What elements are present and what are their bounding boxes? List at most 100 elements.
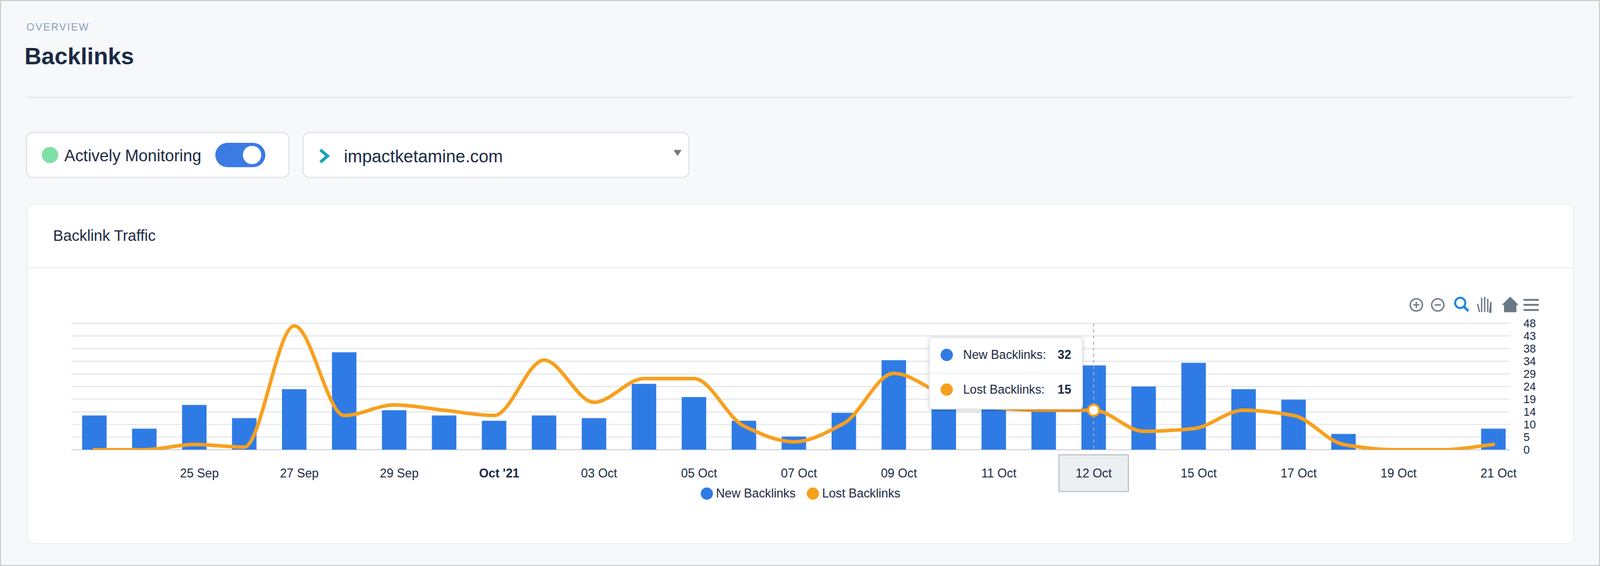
card-divider (27, 267, 1574, 269)
pan[interactable] (1477, 296, 1491, 312)
legend-marker (700, 487, 714, 500)
reset-zoom-icon (1501, 296, 1519, 312)
y-grid: 05101419242934384348 (71, 317, 1537, 457)
page: OVERVIEW Backlinks Actively Monitoring impa… (0, 0, 1600, 566)
hover-marker (1088, 404, 1100, 416)
bar (981, 404, 1006, 450)
x-tick-label: 09 Oct (880, 466, 917, 481)
x-tick-label: 15 Oct (1180, 466, 1217, 481)
x-tick-label: 17 Oct (1280, 466, 1317, 481)
bar (1031, 407, 1056, 450)
bar (531, 415, 556, 450)
y-tick-label: 43 (1523, 329, 1537, 343)
crosshair (1093, 323, 1095, 450)
zoom-out[interactable] (1431, 298, 1445, 311)
tooltip-value: 32 (1057, 347, 1072, 362)
x-axis: 25 Sep 27 Sep 29 Sep Oct '21 03 Oct 05 Oct 07 … (180, 454, 1518, 492)
status-dot (41, 147, 58, 164)
toggle-knob[interactable] (242, 145, 262, 165)
zoom-in-sign (1413, 301, 1420, 309)
grid-line (71, 347, 1511, 349)
bar (1131, 386, 1156, 450)
reset-zoom[interactable] (1501, 296, 1519, 312)
zoom-out-sign (1434, 304, 1441, 306)
y-tick-label: 24 (1523, 380, 1537, 394)
section-label: OVERVIEW (26, 21, 90, 33)
y-tick-label: 48 (1523, 317, 1537, 330)
bar (332, 352, 357, 450)
tooltip-box (929, 337, 1082, 409)
monitor-box (26, 132, 289, 178)
bar (1081, 365, 1106, 450)
menu[interactable] (1523, 299, 1539, 310)
chart-toolbar[interactable] (1410, 296, 1539, 312)
domain-text: impactketamine.com (344, 146, 504, 167)
x-tick-label: 29 Sep (379, 466, 419, 481)
crosshair-label-box (1058, 454, 1129, 492)
toggle-track[interactable] (215, 142, 266, 168)
y-tick-label: 14 (1523, 405, 1537, 419)
select-arrow (673, 149, 682, 156)
tooltip-marker (940, 348, 953, 362)
legend-marker (806, 487, 819, 500)
tooltip-label: Lost Backlinks: (962, 382, 1045, 397)
tooltip-marker (940, 383, 953, 396)
bar (1181, 362, 1206, 450)
bar (431, 415, 456, 450)
bar (82, 415, 107, 450)
line (94, 325, 1494, 450)
monitor-control[interactable]: Actively Monitoring (26, 132, 289, 178)
zoom-in[interactable] (1410, 298, 1423, 311)
bar (481, 420, 506, 450)
y-tick-label: 34 (1523, 355, 1537, 368)
monitor-label: Actively Monitoring (64, 146, 202, 165)
tooltip-label: New Backlinks: (962, 347, 1046, 362)
bar (132, 428, 157, 450)
y-tick-label: 0 (1523, 443, 1530, 457)
domain-icon (320, 149, 328, 162)
x-tick-label: 19 Oct (1380, 466, 1418, 481)
grid-line (71, 360, 1511, 362)
y-tick-label: 5 (1523, 431, 1530, 444)
chart-card (27, 203, 1574, 544)
plot-area (82, 325, 1506, 450)
x-tick-label: 07 Oct (781, 466, 818, 481)
y-tick-label: 29 (1523, 367, 1537, 381)
x-tick-label: Oct '21 (479, 466, 520, 481)
page-title: Backlinks (24, 43, 134, 70)
legend: New Backlinks Lost Backlinks (700, 486, 901, 501)
chart-title: Backlink Traffic (53, 227, 156, 245)
tooltip-divider (929, 372, 1082, 374)
bar (382, 410, 407, 450)
x-tick-label: 05 Oct (680, 466, 718, 481)
bar (281, 388, 307, 450)
y-tick-label: 38 (1523, 342, 1537, 356)
bar (931, 404, 956, 450)
tooltip: New Backlinks: 32 Lost Backlinks: 15 (929, 337, 1082, 409)
x-tick-label: 21 Oct (1480, 466, 1517, 481)
x-tick-label: 12 Oct (1075, 466, 1112, 481)
y-tick-label: 19 (1523, 393, 1537, 406)
domain-select[interactable]: impactketamine.com (303, 132, 689, 178)
tooltip-value: 15 (1057, 382, 1072, 397)
x-tick-label: 25 Sep (180, 466, 220, 481)
bar (631, 383, 657, 450)
bar (1281, 399, 1306, 450)
select-box[interactable] (303, 132, 689, 178)
grid-line (71, 322, 1511, 324)
legend-label: Lost Backlinks (822, 486, 901, 501)
y-tick-label: 10 (1523, 418, 1537, 432)
x-tick-label: 03 Oct (581, 466, 618, 481)
x-tick-label: 27 Sep (279, 466, 319, 481)
page-frame (0, 0, 1600, 566)
x-tick-label: 11 Oct (981, 466, 1017, 481)
grid-line (71, 385, 1511, 387)
bar (581, 417, 607, 450)
bar (1231, 388, 1256, 450)
selection-zoom[interactable] (1455, 297, 1466, 308)
divider (26, 96, 1574, 99)
grid-line (71, 373, 1511, 375)
legend-label: New Backlinks (716, 486, 796, 501)
bar (681, 396, 707, 450)
selection-zoom-handle (1464, 306, 1469, 311)
